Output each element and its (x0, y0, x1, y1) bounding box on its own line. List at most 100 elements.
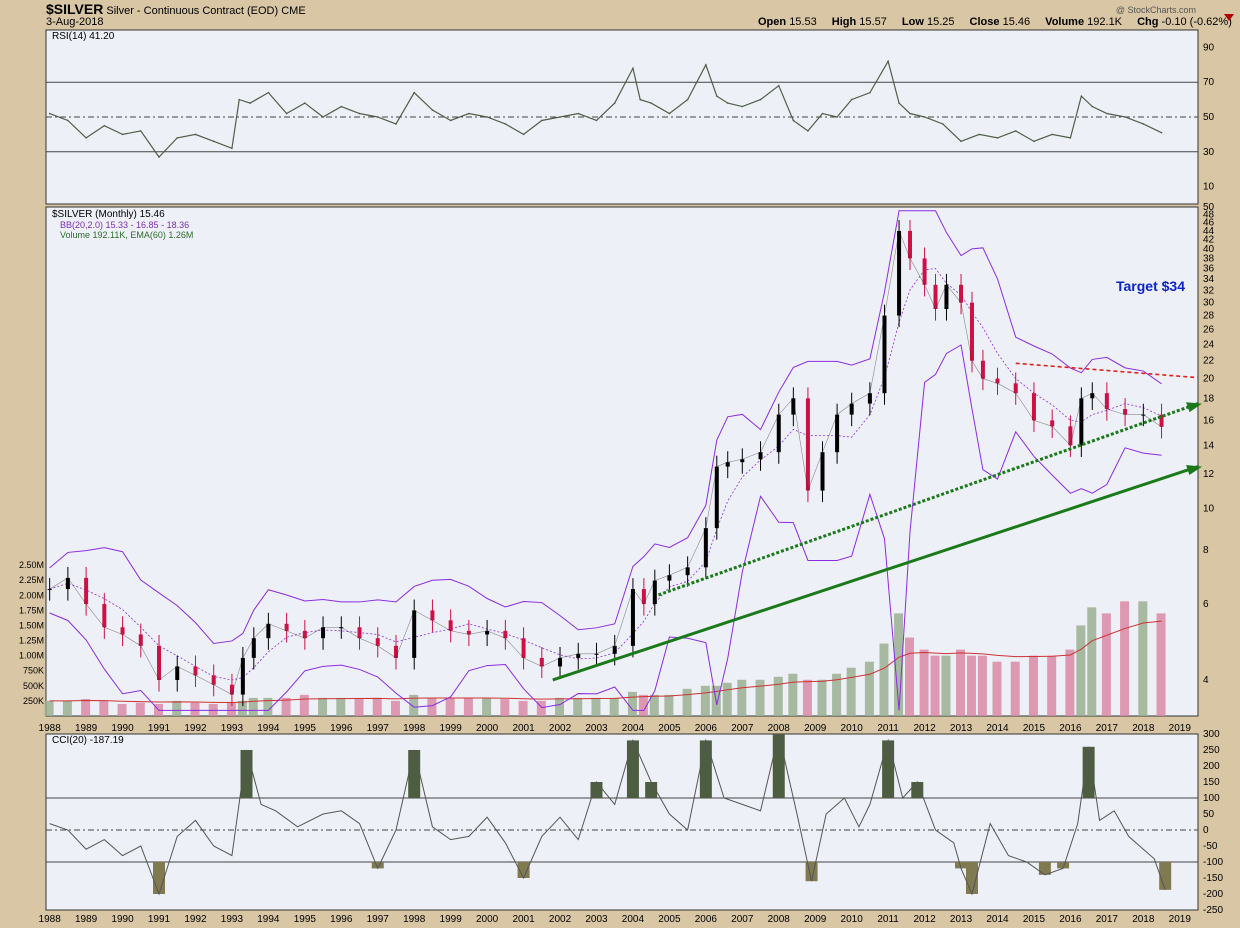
price-candle (521, 638, 526, 658)
volume-tick-label: 500K (23, 681, 44, 691)
price-x-tick-label: 2015 (1023, 723, 1046, 734)
price-candle (65, 577, 70, 590)
volume-bar (1047, 655, 1057, 716)
description: Silver - Continuous Contract (EOD) (106, 5, 279, 17)
rsi-point (639, 98, 642, 101)
volume-bar (802, 679, 812, 716)
price-x-tick-label: 2019 (1169, 723, 1192, 734)
rsi-point (595, 119, 598, 122)
volume-bar (573, 697, 583, 716)
price-x-tick-label: 1991 (148, 723, 171, 734)
dotted-support-trendline (657, 402, 1199, 597)
cci-x-tick-label: 2007 (731, 914, 754, 925)
price-candle (321, 627, 326, 639)
price-candle (725, 462, 730, 467)
price-candle (1141, 414, 1146, 416)
price-candle (805, 398, 810, 491)
cci-x-tick-label: 2016 (1059, 914, 1082, 925)
volume-bar (817, 679, 827, 716)
volume-bar (1156, 613, 1166, 716)
price-candle (882, 315, 887, 394)
price-candle (1090, 393, 1095, 399)
price-x-tick-label: 2012 (913, 723, 936, 734)
dropdown-arrow-icon[interactable] (1224, 14, 1234, 21)
price-x-tick-label: 1998 (403, 723, 426, 734)
volume-bar (390, 700, 400, 716)
price-candle (849, 403, 854, 415)
price-x-tick-label: 2017 (1096, 723, 1119, 734)
cci-x-tick-label: 2015 (1023, 914, 1046, 925)
volume-bar (737, 679, 747, 716)
rsi-point (850, 98, 853, 101)
rsi-point (996, 137, 999, 139)
price-tick-label: 48 (1203, 210, 1215, 221)
price-tick-label: 16 (1203, 415, 1215, 426)
cci-x-tick-label: 1994 (257, 914, 280, 925)
price-candle (138, 634, 143, 646)
cci-x-tick-label: 2011 (877, 914, 899, 925)
cci-layer: 300 250 200 150 100 50 0 -50 -100 -150 -200 -250 (46, 729, 1223, 916)
price-x-tick-label: 2007 (731, 723, 754, 734)
axis-layer: 1988 1989 1990 1991 1992 1993 1994 1995 1996 1997… (39, 723, 1192, 925)
price-candle (558, 657, 563, 667)
volume-tick-label: 2.00M (19, 590, 44, 600)
volume-bar (1138, 601, 1148, 716)
rsi-point (668, 112, 671, 115)
rsi-point (285, 112, 288, 115)
rsi-point (158, 156, 160, 158)
cci-x-tick-label: 1992 (184, 914, 207, 925)
volume-bar (555, 697, 565, 716)
chart-title: $SILVER Silver - Continuous Contract (EO… (46, 1, 306, 17)
rsi-point (1160, 131, 1163, 134)
rsi-point (340, 105, 343, 108)
cci-overbought-fill (882, 740, 895, 798)
volume-bar (664, 694, 674, 716)
cci-overbought-fill (911, 782, 924, 798)
volume-bar (722, 682, 732, 716)
price-candle (47, 589, 52, 591)
volume-bar (117, 703, 127, 716)
volume-bar (500, 699, 510, 716)
price-x-tick-label: 2018 (1132, 723, 1155, 734)
price-candle (959, 284, 964, 303)
rsi-point (898, 102, 900, 104)
price-legend: $SILVER (Monthly) 15.46 (52, 209, 165, 220)
rsi-point (1091, 105, 1094, 108)
price-candle (175, 666, 180, 680)
price-tick-label: 12 (1203, 469, 1215, 480)
price-tick-label: 44 (1203, 226, 1215, 237)
watermark: @ StockCharts.com (1116, 5, 1196, 15)
volume-tick-label: 1.75M (19, 605, 44, 615)
price-x-tick-label: 2000 (476, 723, 499, 734)
volume-bar (318, 697, 328, 716)
price-x-tick-label: 1995 (294, 723, 317, 734)
price-candle (576, 653, 581, 658)
price-candle (922, 258, 927, 285)
rsi-point (85, 137, 87, 139)
volume-bar (1010, 661, 1020, 716)
rsi-point (759, 98, 762, 101)
rsi-point (468, 112, 470, 115)
price-line (49, 229, 1162, 696)
volume-bar (354, 697, 364, 716)
cci-x-tick-label: 1999 (440, 914, 463, 925)
solid-support-trendline (552, 465, 1199, 682)
price-candle (539, 657, 544, 667)
price-tick-label: 10 (1203, 503, 1215, 514)
volume-bar (1028, 655, 1038, 716)
rsi-point (48, 112, 51, 115)
price-x-tick-label: 2010 (841, 723, 864, 734)
rsi-legend: RSI(14) 41.20 (52, 31, 115, 42)
dotted-support-arrowhead (1186, 402, 1202, 413)
price-candle (84, 577, 89, 605)
cci-x-tick-label: 1998 (403, 914, 426, 925)
rsi-point (67, 119, 69, 122)
rsi-point (249, 102, 251, 104)
volume-bar (427, 697, 437, 716)
price-candle (120, 627, 125, 635)
price-candle (969, 302, 974, 361)
rsi-point (139, 130, 142, 132)
price-tick-label: 18 (1203, 393, 1215, 404)
cci-tick-label: 0 (1203, 825, 1209, 836)
